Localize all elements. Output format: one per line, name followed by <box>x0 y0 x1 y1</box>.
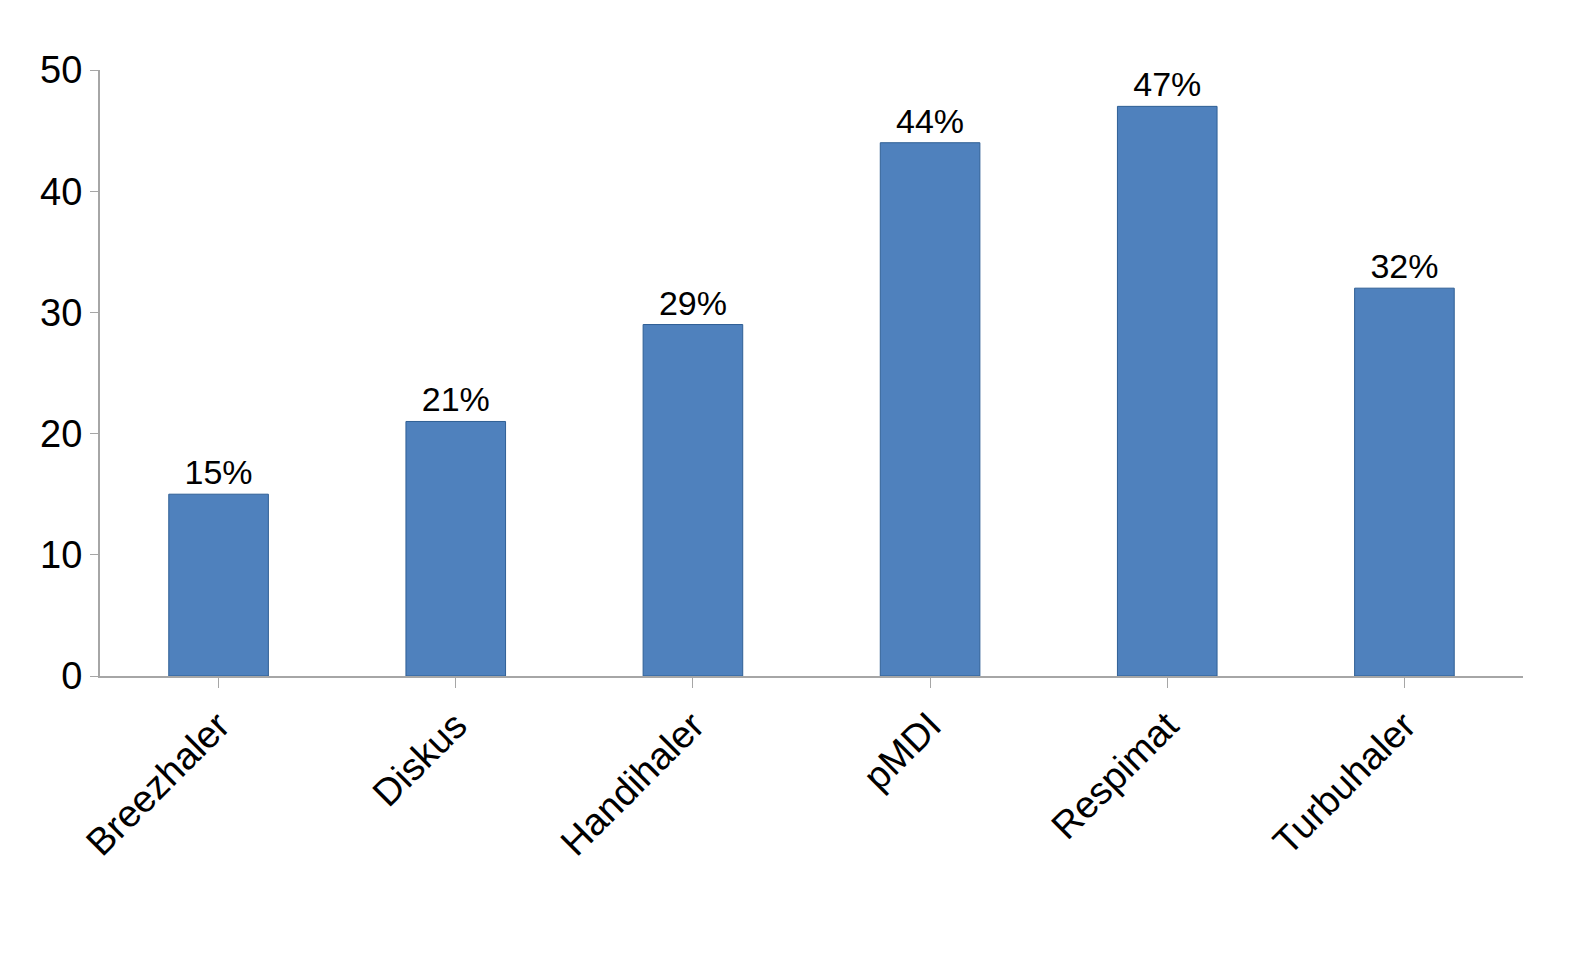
svg-text:10: 10 <box>40 534 82 576</box>
svg-text:47%: 47% <box>1133 65 1201 103</box>
svg-text:20: 20 <box>40 413 82 455</box>
svg-text:pMDI: pMDI <box>855 704 949 798</box>
svg-text:40: 40 <box>40 171 82 213</box>
svg-text:30: 30 <box>40 292 82 334</box>
svg-text:0: 0 <box>61 655 82 697</box>
svg-text:32%: 32% <box>1370 247 1438 285</box>
svg-text:Turbuhaler: Turbuhaler <box>1265 704 1424 863</box>
svg-text:50: 50 <box>40 49 82 91</box>
svg-text:Handihaler: Handihaler <box>552 704 712 864</box>
svg-text:44%: 44% <box>896 102 964 140</box>
svg-text:Breezhaler: Breezhaler <box>78 704 238 864</box>
svg-text:Respimat: Respimat <box>1043 704 1187 848</box>
svg-text:15%: 15% <box>185 453 253 491</box>
svg-text:29%: 29% <box>659 284 727 322</box>
svg-text:Diskus: Diskus <box>365 704 475 814</box>
svg-text:21%: 21% <box>422 380 490 418</box>
